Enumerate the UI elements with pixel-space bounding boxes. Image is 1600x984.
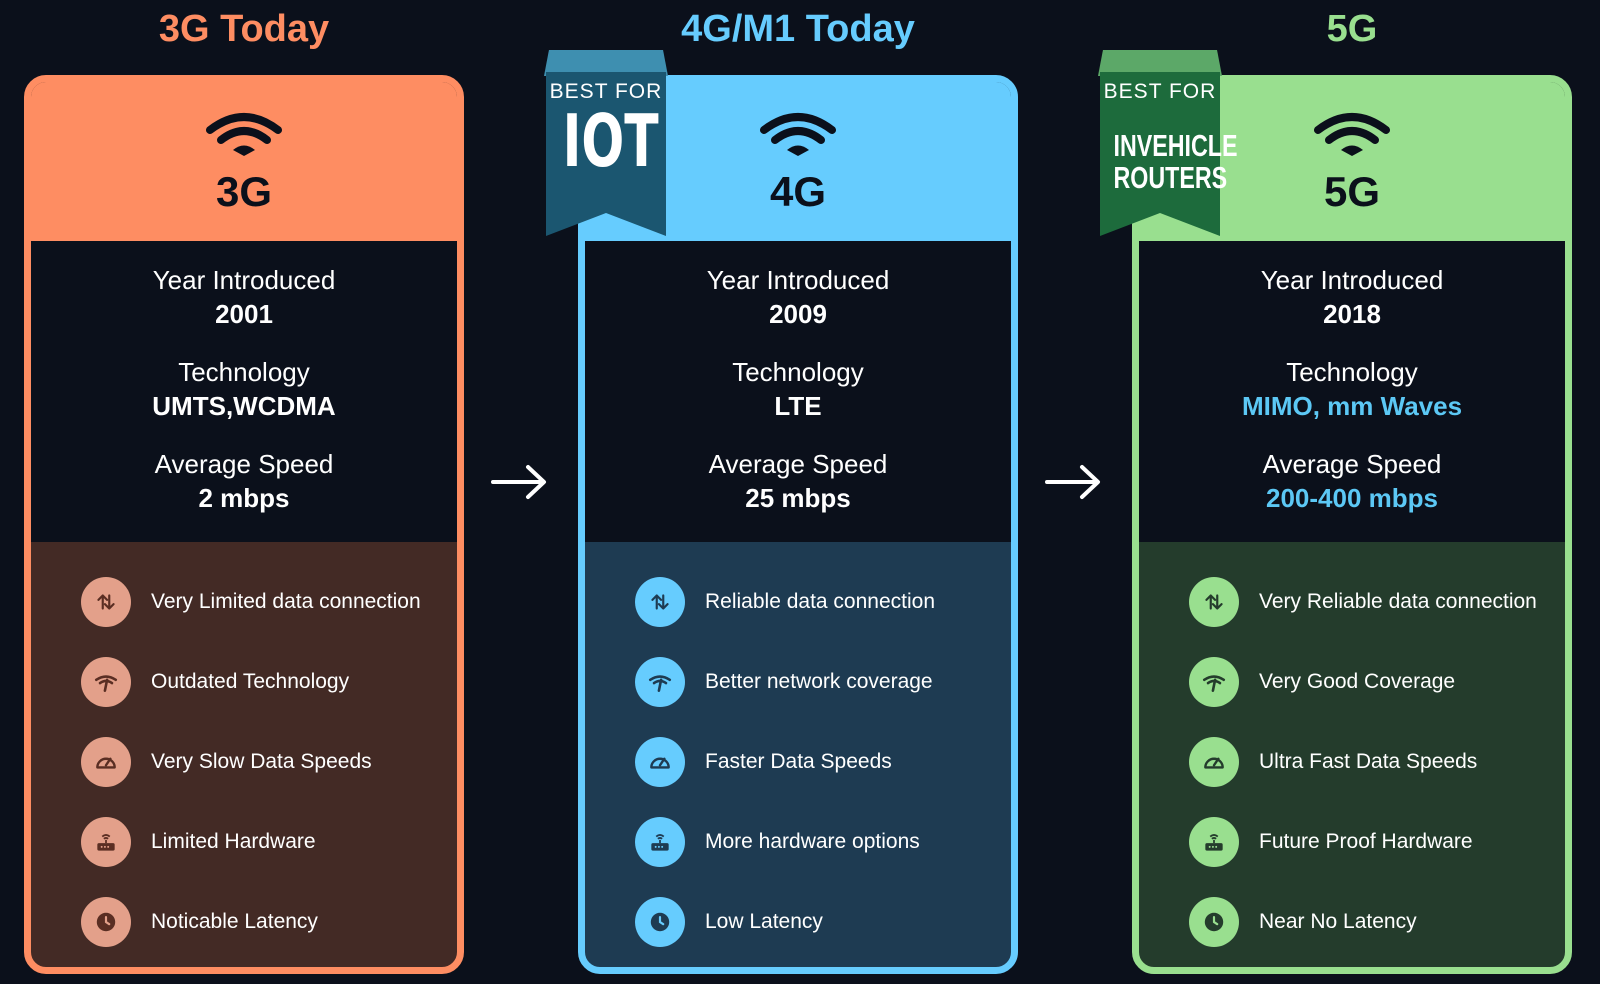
speedometer-icon: [81, 737, 131, 787]
feature-item: Limited Hardware: [31, 802, 457, 882]
stats-panel: Year Introduced 2001 Technology UMTS,WCDMA A…: [31, 241, 457, 542]
arrow-right-icon: [1045, 465, 1100, 499]
stat-label: Average Speed: [708, 449, 888, 479]
feature-text: Outdated Technology: [151, 670, 350, 693]
stat-label: Year Introduced: [1260, 265, 1444, 295]
feature-item: Very Reliable data connection: [1139, 562, 1565, 642]
stat-label: Year Introduced: [152, 265, 336, 295]
feature-item: Low Latency: [585, 882, 1011, 962]
wifi-icon: [206, 113, 282, 156]
card-4g: 4G Year Introduced 2009 Technology LTE Averag…: [578, 75, 1018, 974]
stat-label: Average Speed: [154, 449, 334, 479]
generation-label: 5G: [1323, 168, 1381, 215]
feature-text: Very Slow Data Speeds: [151, 750, 372, 773]
stat-value: 2001: [215, 299, 273, 329]
stat-label: Technology: [1286, 357, 1418, 387]
title-3g: 3G Today: [158, 8, 330, 50]
clock-icon: [635, 897, 685, 947]
arrow-right-icon: [491, 465, 546, 499]
data-arrows-icon: [81, 577, 131, 627]
feature-text: Noticable Latency: [151, 910, 318, 933]
ribbon-top-text: BEST FOR: [549, 80, 663, 103]
feature-item: Noticable Latency: [31, 882, 457, 962]
data-arrows-icon: [1189, 577, 1239, 627]
feature-item: Future Proof Hardware: [1139, 802, 1565, 882]
router-icon: [635, 817, 685, 867]
feature-item: Outdated Technology: [31, 642, 457, 722]
feature-text: Reliable data connection: [705, 590, 935, 613]
speedometer-icon: [635, 737, 685, 787]
stat-label: Average Speed: [1262, 449, 1442, 479]
generation-label: 3G: [215, 168, 273, 215]
features-list: Reliable data connection Better network c…: [585, 542, 1011, 967]
speedometer-icon: [1189, 737, 1239, 787]
feature-item: Reliable data connection: [585, 562, 1011, 642]
stats-panel: Year Introduced 2018 Technology MIMO, mm Wa…: [1139, 241, 1565, 542]
generation-label: 4G: [769, 168, 827, 215]
ribbon-main-text: IOT: [562, 99, 659, 183]
signal-coverage-icon: [81, 657, 131, 707]
stats-panel: Year Introduced 2009 Technology LTE Average …: [585, 241, 1011, 542]
feature-text: Very Good Coverage: [1259, 670, 1456, 693]
feature-item: Very Slow Data Speeds: [31, 722, 457, 802]
feature-text: Faster Data Speeds: [705, 750, 892, 773]
feature-text: Future Proof Hardware: [1259, 830, 1473, 853]
stat-label: Technology: [732, 357, 864, 387]
feature-item: Very Good Coverage: [1139, 642, 1565, 722]
feature-text: Low Latency: [705, 910, 823, 933]
stat-value: MIMO, mm Waves: [1241, 391, 1463, 421]
ribbon-top-text: BEST FOR: [1103, 80, 1217, 103]
stat-value: 200-400 mbps: [1266, 483, 1438, 513]
stat-label: Year Introduced: [706, 265, 890, 295]
stat-value: 2 mbps: [198, 483, 290, 513]
clock-icon: [1189, 897, 1239, 947]
router-icon: [1189, 817, 1239, 867]
stat-label: Technology: [178, 357, 310, 387]
ribbon-main-line-1: INVEHICLE: [1113, 128, 1238, 163]
ribbon-main-line-2: ROUTERS: [1113, 160, 1228, 195]
feature-item: Faster Data Speeds: [585, 722, 1011, 802]
card-header: 3G: [31, 82, 457, 241]
ribbon-best-for-routers: BEST FOR INVEHICLE ROUTERS: [1098, 50, 1238, 236]
features-list: Very Limited data connection Outdated Tec…: [31, 542, 457, 967]
title-4g: 4G/M1 Today: [681, 8, 915, 50]
signal-coverage-icon: [635, 657, 685, 707]
stat-value: 25 mbps: [745, 483, 851, 513]
signal-coverage-icon: [1189, 657, 1239, 707]
title-5g: 5G: [1326, 8, 1378, 50]
feature-text: Near No Latency: [1259, 910, 1417, 933]
router-icon: [81, 817, 131, 867]
feature-text: Ultra Fast Data Speeds: [1259, 750, 1478, 773]
data-arrows-icon: [635, 577, 685, 627]
feature-text: Better network coverage: [705, 670, 933, 693]
stat-value: UMTS,WCDMA: [152, 391, 336, 421]
card-3g: 3G Year Introduced 2001 Technology UMTS,WCDM…: [24, 75, 464, 974]
features-list: Very Reliable data connection Very Good C…: [1139, 542, 1565, 967]
wifi-icon: [1314, 113, 1390, 156]
feature-item: Near No Latency: [1139, 882, 1565, 962]
feature-item: More hardware options: [585, 802, 1011, 882]
feature-text: Very Limited data connection: [151, 590, 421, 613]
wifi-icon: [760, 113, 836, 156]
stat-value: 2018: [1323, 299, 1381, 329]
stat-value: LTE: [774, 391, 822, 421]
feature-text: More hardware options: [705, 830, 920, 853]
clock-icon: [81, 897, 131, 947]
ribbon-best-for-iot: BEST FOR IOT: [544, 50, 668, 236]
feature-item: Ultra Fast Data Speeds: [1139, 722, 1565, 802]
feature-item: Very Limited data connection: [31, 562, 457, 642]
feature-item: Better network coverage: [585, 642, 1011, 722]
feature-text: Very Reliable data connection: [1259, 590, 1537, 613]
stat-value: 2009: [769, 299, 827, 329]
feature-text: Limited Hardware: [151, 830, 316, 853]
